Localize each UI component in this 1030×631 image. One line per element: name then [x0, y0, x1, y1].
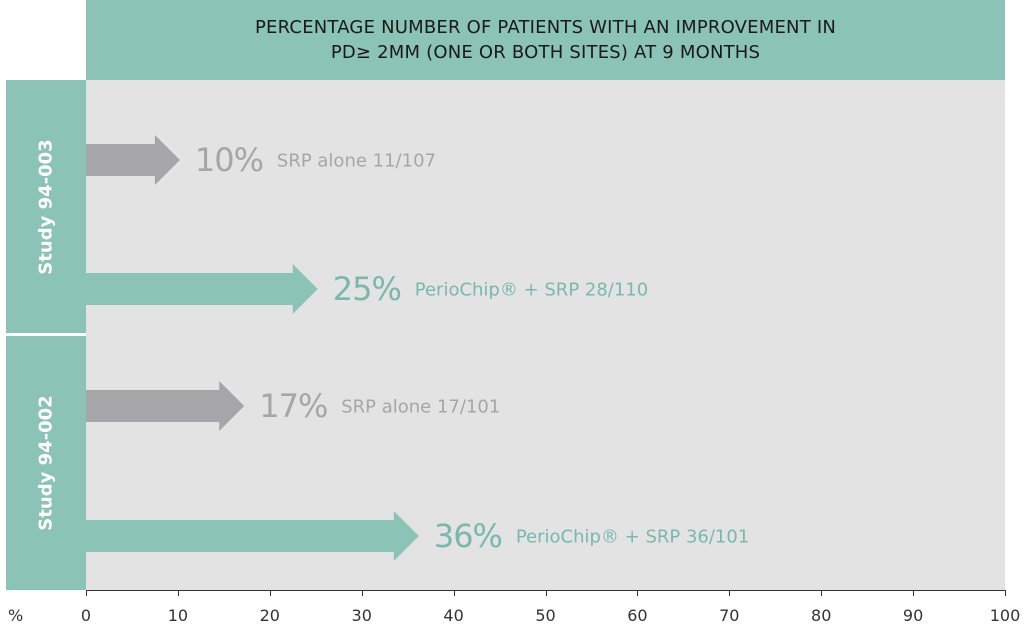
x-tick-80 [821, 590, 822, 596]
chart-title: PERCENTAGE NUMBER OF PATIENTS WITH AN IM… [86, 0, 1005, 80]
bar-arrow-4 [86, 511, 419, 561]
bar-arrow-2 [86, 264, 318, 314]
x-tick-label-40: 40 [443, 606, 464, 625]
x-tick-label-100: 100 [989, 606, 1021, 625]
x-tick-20 [270, 590, 271, 596]
x-tick-label-80: 80 [811, 606, 832, 625]
x-tick-40 [454, 590, 455, 596]
x-tick-70 [729, 590, 730, 596]
chart-title-line-1: PERCENTAGE NUMBER OF PATIENTS WITH AN IM… [254, 17, 836, 38]
bar-description-3: SRP alone 17/101 [341, 396, 501, 418]
bar-percent-label-4: 36% [433, 517, 503, 555]
x-axis-unit-label: % [8, 606, 24, 625]
x-tick-90 [913, 590, 914, 596]
x-tick-60 [637, 590, 638, 596]
bar-arrow-3 [86, 381, 245, 431]
x-tick-10 [178, 590, 179, 596]
bar-description-2: PerioChip® + SRP 28/110 [414, 279, 649, 301]
bar-percent-label-2: 25% [332, 270, 402, 308]
x-tick-50 [546, 590, 547, 596]
bar-arrow-1 [86, 135, 180, 185]
study-94-002-panel: Study 94-002 [6, 336, 86, 590]
x-tick-30 [362, 590, 363, 596]
x-tick-label-10: 10 [167, 606, 189, 625]
x-tick-label-0: 0 [80, 606, 92, 625]
x-tick-100 [1005, 590, 1006, 596]
x-tick-label-20: 20 [259, 606, 280, 625]
study-94-003-panel: Study 94-003 [6, 80, 86, 333]
chart-title-line-2: PD≥ 2MM (ONE OR BOTH SITES) AT 9 MONTHS [330, 42, 761, 63]
x-tick-label-30: 30 [351, 606, 372, 625]
x-tick-label-50: 50 [535, 606, 556, 625]
plot-area [86, 80, 1005, 590]
bar-percent-label-1: 10% [194, 141, 264, 179]
bar-description-4: PerioChip® + SRP 36/101 [515, 526, 750, 548]
x-tick-label-60: 60 [627, 606, 648, 625]
bar-percent-label-3: 17% [259, 387, 328, 425]
x-tick-label-70: 70 [719, 606, 740, 625]
x-tick-label-90: 90 [902, 606, 924, 625]
x-tick-0 [86, 590, 87, 596]
bar-description-1: SRP alone 11/107 [276, 150, 436, 172]
